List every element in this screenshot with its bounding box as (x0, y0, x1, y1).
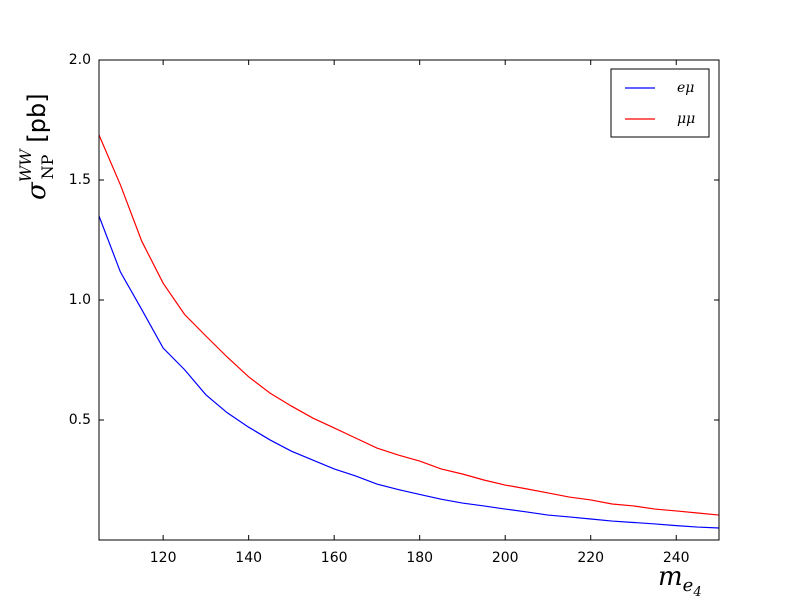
x-label-base: m (658, 562, 683, 592)
x-label-subsub: 4 (692, 585, 701, 600)
x-tick-label: 220 (577, 550, 604, 566)
y-label-text: σWW NP [pb] (16, 93, 57, 200)
data-line (98, 134, 720, 516)
x-tick-label: 140 (235, 550, 262, 566)
data-line (98, 215, 720, 529)
y-tick-label: 1.5 (69, 172, 91, 188)
y-tick-label: 1.0 (69, 292, 91, 308)
x-tick-label: 180 (406, 550, 433, 566)
x-tick-label: 120 (150, 550, 177, 566)
y-axis-label: σWW NP [pb] (16, 93, 57, 200)
y-label-unit: [pb] (23, 93, 51, 142)
y-label-sigma: σ (22, 181, 52, 200)
y-tick-label: 0.5 (69, 412, 91, 428)
x-tick-label: 240 (663, 550, 690, 566)
y-tick-label: 2.0 (69, 52, 91, 68)
y-label-sub: NP (38, 154, 57, 179)
x-tick-label: 200 (492, 550, 519, 566)
x-label-sub: e (683, 575, 694, 596)
y-label-sup: WW (16, 148, 35, 182)
x-tick-label: 160 (321, 550, 348, 566)
x-axis-label: me4 (658, 562, 702, 600)
plot-frame (98, 59, 720, 541)
legend-label: μμ (677, 111, 695, 127)
legend-label: eμ (677, 80, 694, 96)
legend-box (610, 68, 710, 138)
